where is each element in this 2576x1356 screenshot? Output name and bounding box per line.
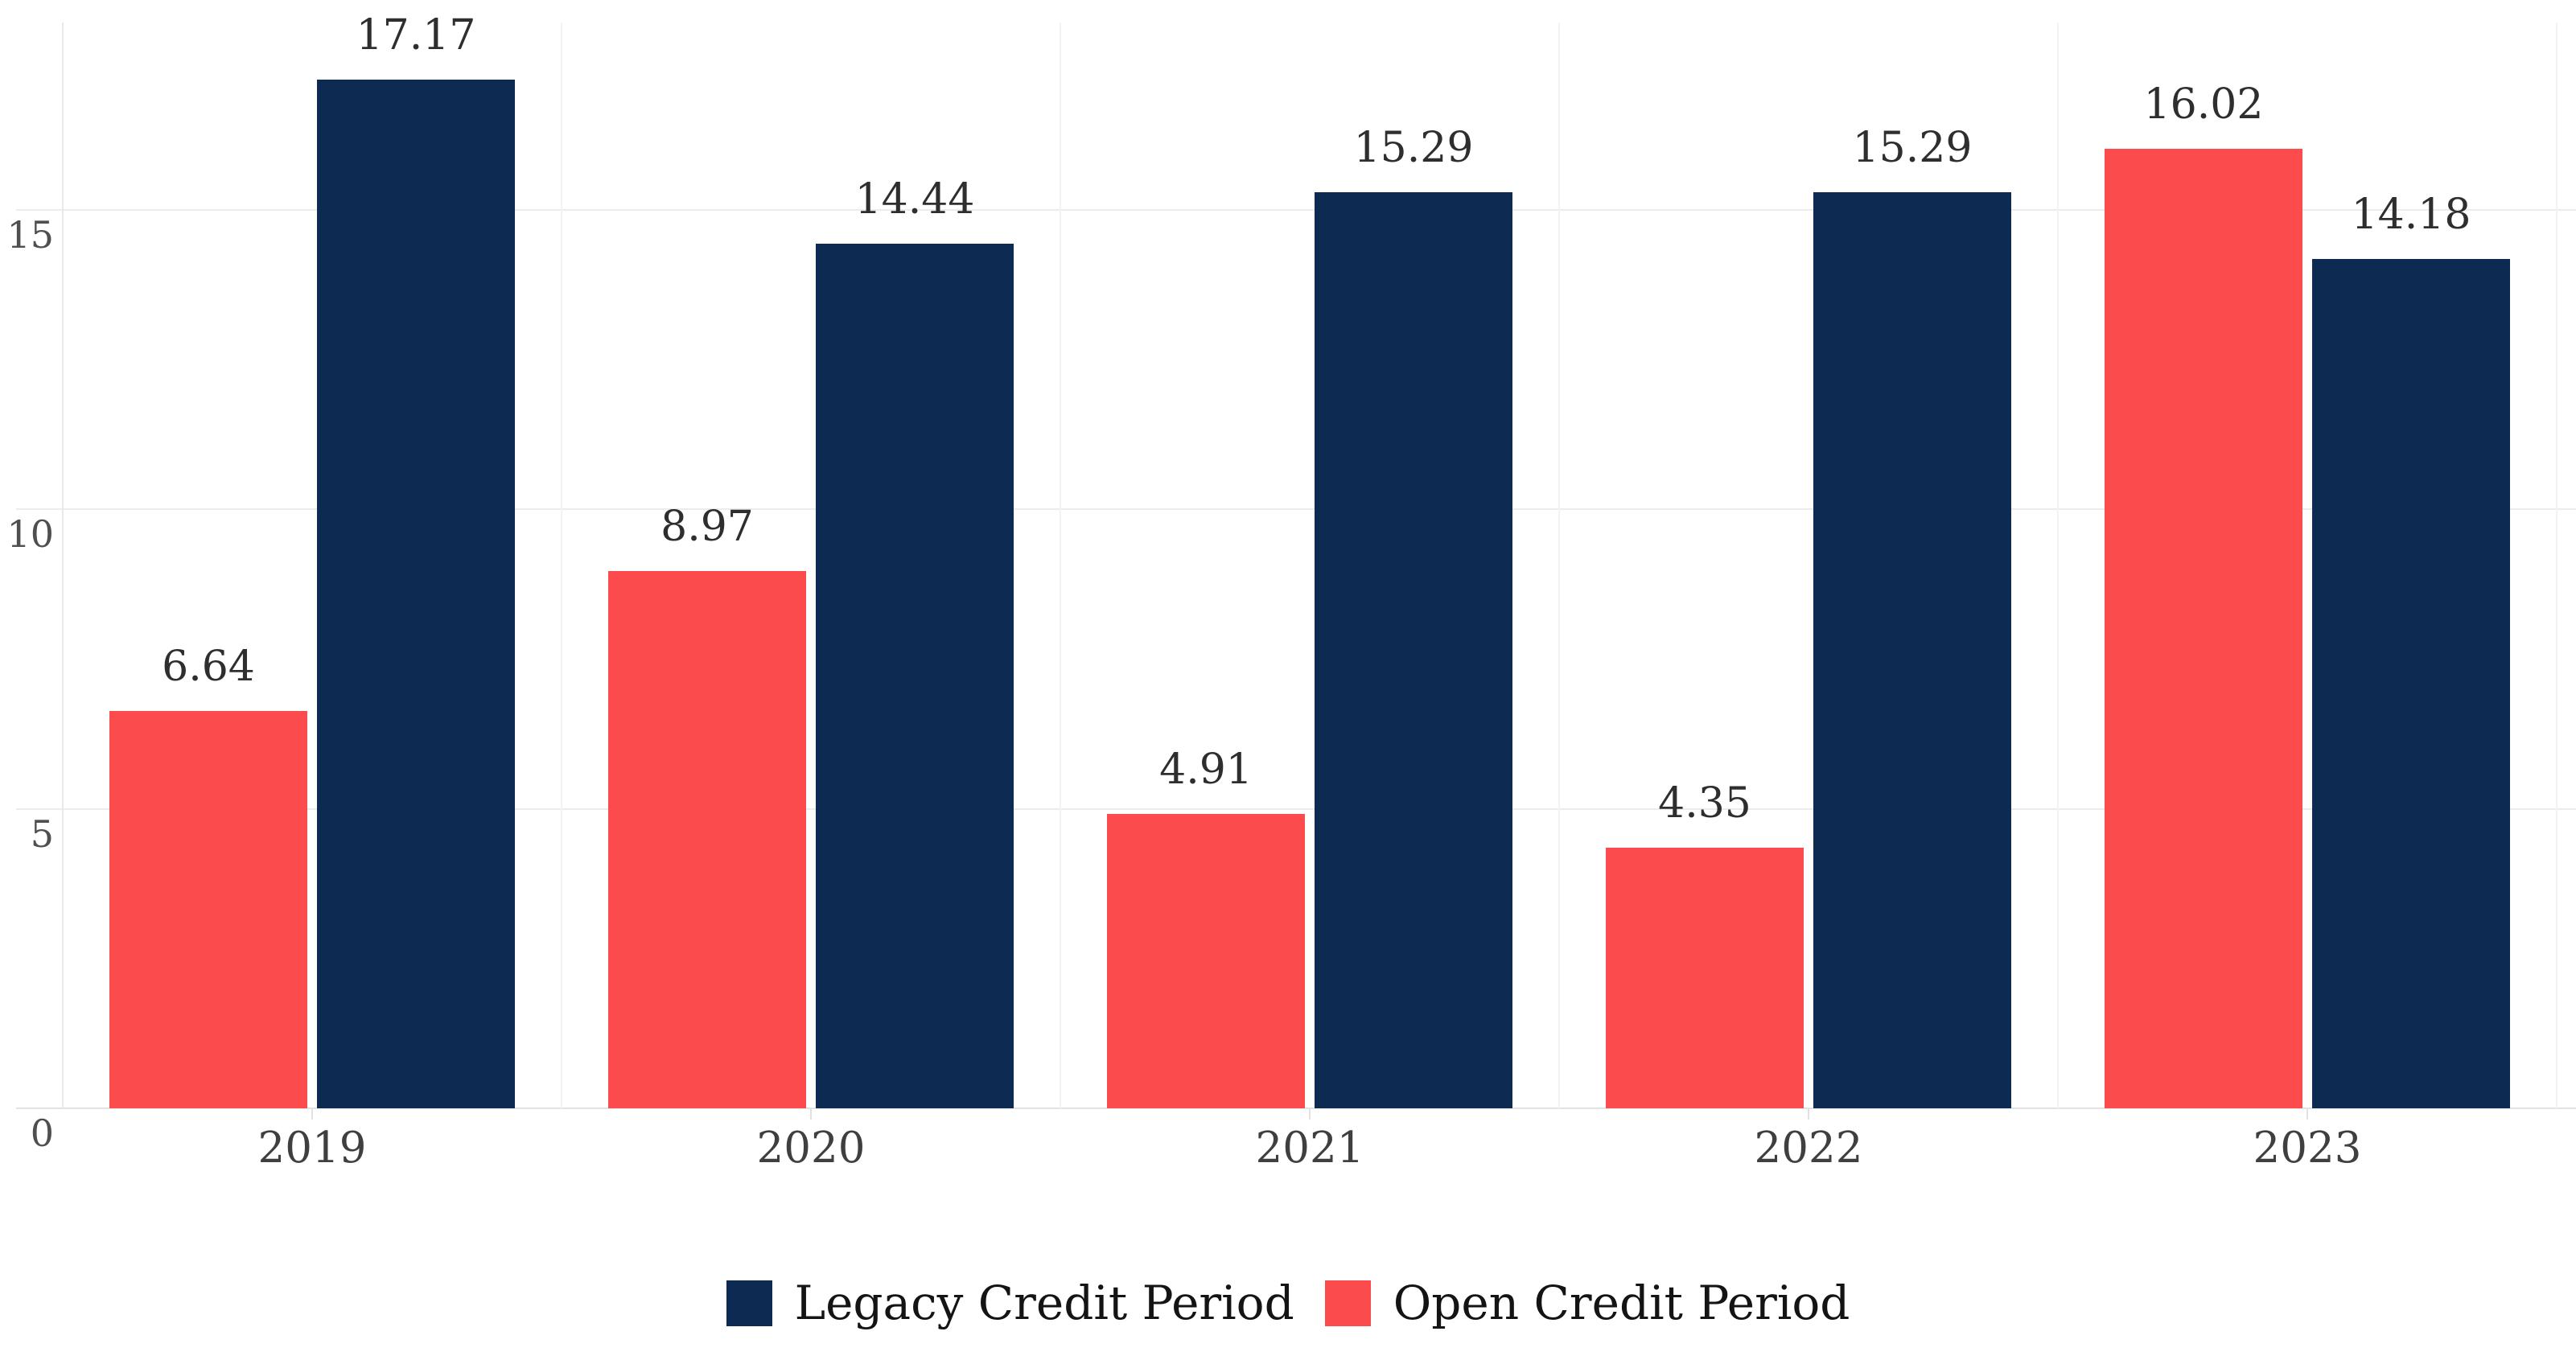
legend: Legacy Credit Period Open Credit Period [0, 1277, 2576, 1329]
value-label-legacy-credit-period-2021: 15.29 [1353, 124, 1474, 173]
category-boundary-line-1 [561, 23, 562, 1108]
bar-legacy-credit-period-2022[interactable] [1813, 192, 2011, 1108]
y-tick-label-10: 10 [6, 512, 54, 557]
value-label-legacy-credit-period-2020: 14.44 [854, 175, 975, 224]
x-axis-tick-2022 [1808, 1108, 1809, 1120]
category-boundary-line-2 [1060, 23, 1061, 1108]
legend-item-open-credit-period[interactable]: Open Credit Period [1324, 1276, 1850, 1330]
category-boundary-line-4 [2057, 23, 2059, 1108]
legend-label: Legacy Credit Period [794, 1276, 1294, 1330]
category-boundary-line-5 [2556, 23, 2557, 1108]
x-tick-label-2022: 2022 [1754, 1124, 1863, 1173]
x-axis-line [16, 1107, 2576, 1109]
bar-legacy-credit-period-2020[interactable] [816, 243, 1014, 1108]
bar-legacy-credit-period-2021[interactable] [1315, 192, 1512, 1108]
y-gridline-5 [16, 807, 2576, 810]
y-tick-label-0: 0 [30, 1112, 54, 1155]
value-label-legacy-credit-period-2023: 14.18 [2351, 191, 2471, 240]
y-gridline-10 [16, 508, 2576, 511]
x-axis-tick-2021 [1309, 1108, 1311, 1120]
y-tick-label-15: 15 [6, 213, 54, 257]
x-axis-tick-2020 [810, 1108, 812, 1120]
bar-legacy-credit-period-2019[interactable] [317, 80, 515, 1108]
bar-legacy-credit-period-2023[interactable] [2312, 259, 2510, 1108]
bar-open-credit-period-2019[interactable] [109, 710, 307, 1108]
x-axis-tick-2019 [311, 1108, 313, 1120]
x-tick-label-2019: 2019 [257, 1124, 367, 1173]
x-tick-label-2020: 2020 [756, 1124, 866, 1173]
legend-swatch-icon [1324, 1280, 1371, 1326]
x-tick-label-2021: 2021 [1255, 1124, 1364, 1173]
legend-label: Open Credit Period [1393, 1276, 1850, 1330]
value-label-legacy-credit-period-2022: 15.29 [1852, 124, 1973, 173]
y-axis-line [62, 23, 64, 1108]
y-tick-label-5: 5 [30, 812, 54, 856]
value-label-open-credit-period-2023: 16.02 [2143, 80, 2264, 129]
value-label-open-credit-period-2022: 4.35 [1658, 779, 1751, 828]
value-label-legacy-credit-period-2019: 17.17 [356, 11, 476, 60]
category-boundary-line-3 [1558, 23, 1560, 1108]
bar-open-credit-period-2022[interactable] [1606, 848, 1804, 1108]
value-label-open-credit-period-2019: 6.64 [162, 642, 255, 691]
value-label-open-credit-period-2020: 8.97 [660, 503, 754, 552]
y-gridline-15 [16, 209, 2576, 212]
bar-open-credit-period-2021[interactable] [1107, 814, 1305, 1108]
legend-swatch-icon [726, 1280, 772, 1326]
bar-open-credit-period-2023[interactable] [2105, 149, 2302, 1108]
value-label-open-credit-period-2021: 4.91 [1159, 746, 1253, 795]
legend-item-legacy-credit-period[interactable]: Legacy Credit Period [726, 1277, 1294, 1329]
x-axis-tick-2023 [2306, 1108, 2308, 1120]
bar-open-credit-period-2020[interactable] [608, 571, 806, 1108]
x-tick-label-2023: 2023 [2253, 1124, 2362, 1173]
